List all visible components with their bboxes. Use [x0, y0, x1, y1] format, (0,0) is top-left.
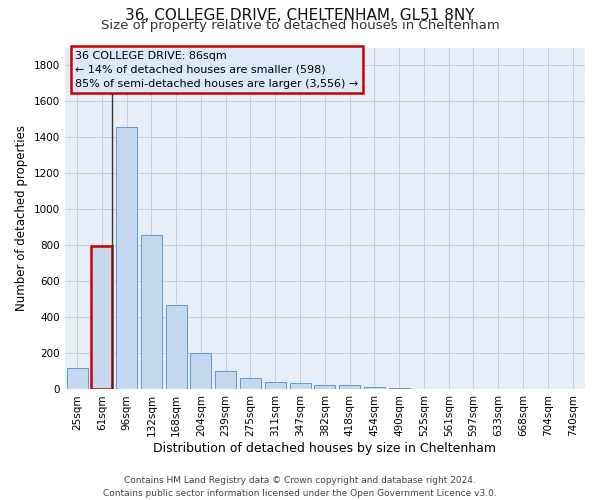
Bar [91, 246, 112, 390]
Bar [389, 388, 410, 390]
X-axis label: Distribution of detached houses by size in Cheltenham: Distribution of detached houses by size … [154, 442, 496, 455]
Text: Contains HM Land Registry data © Crown copyright and database right 2024.
Contai: Contains HM Land Registry data © Crown c… [103, 476, 497, 498]
Bar [339, 385, 360, 390]
Bar [364, 387, 385, 390]
Bar [314, 385, 335, 390]
Bar [190, 354, 211, 390]
Bar [413, 388, 434, 390]
Text: 36, COLLEGE DRIVE, CHELTENHAM, GL51 8NY: 36, COLLEGE DRIVE, CHELTENHAM, GL51 8NY [125, 8, 475, 22]
Bar [67, 368, 88, 390]
Text: 36 COLLEGE DRIVE: 86sqm
← 14% of detached houses are smaller (598)
85% of semi-d: 36 COLLEGE DRIVE: 86sqm ← 14% of detache… [75, 51, 358, 89]
Bar [166, 305, 187, 390]
Bar [265, 382, 286, 390]
Text: Size of property relative to detached houses in Cheltenham: Size of property relative to detached ho… [101, 19, 499, 32]
Bar [290, 383, 311, 390]
Bar [240, 378, 261, 390]
Bar [215, 372, 236, 390]
Y-axis label: Number of detached properties: Number of detached properties [15, 126, 28, 312]
Bar [438, 389, 459, 390]
Bar [141, 234, 162, 390]
Bar [116, 126, 137, 390]
